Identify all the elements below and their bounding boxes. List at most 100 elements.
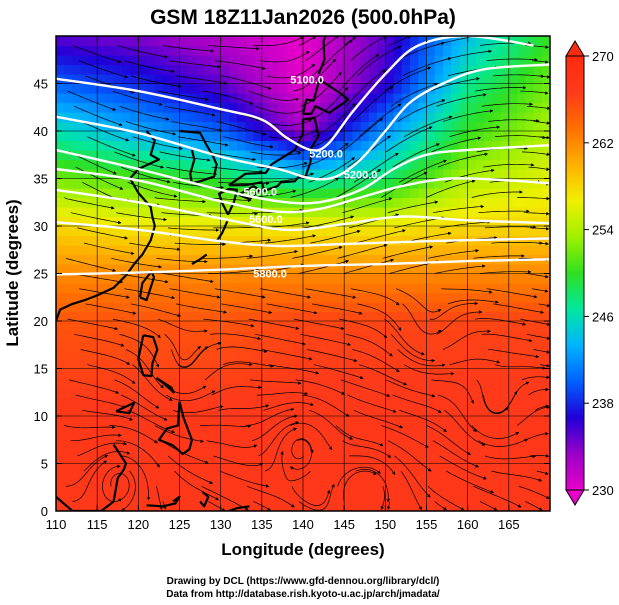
heatmap-cell — [97, 368, 106, 379]
heatmap-cell — [418, 321, 428, 332]
heatmap-cell — [286, 102, 296, 113]
heatmap-cell — [97, 473, 106, 484]
heatmap-cell — [368, 359, 378, 370]
heatmap-cell — [286, 425, 296, 436]
heatmap-cell — [121, 102, 131, 113]
heatmap-cell — [195, 501, 205, 511]
heatmap-cell — [253, 349, 263, 360]
heatmap-cell — [195, 226, 205, 237]
heatmap-cell — [319, 178, 329, 189]
heatmap-cell — [72, 93, 82, 104]
heatmap-cell — [393, 264, 403, 275]
heatmap-cell — [261, 55, 271, 66]
streamline — [245, 407, 295, 426]
heatmap-cell — [146, 140, 156, 151]
heatmap-cell — [533, 292, 543, 303]
streamline — [399, 159, 447, 183]
heatmap-cell — [352, 501, 362, 511]
streamline — [358, 364, 408, 386]
streamline — [83, 451, 131, 472]
heatmap-cell — [344, 292, 353, 303]
heatmap-cell — [72, 368, 82, 379]
heatmap-cell — [303, 349, 312, 360]
heatmap-cell — [360, 102, 370, 113]
heatmap-cell — [228, 397, 238, 408]
heatmap-cell — [88, 55, 98, 66]
heatmap-cell — [467, 45, 477, 56]
heatmap-cell — [270, 463, 279, 474]
heatmap-cell — [270, 64, 279, 75]
heatmap-cell — [311, 397, 321, 408]
heatmap-cell — [187, 482, 197, 493]
heatmap-cell — [237, 197, 246, 208]
heatmap-cell — [418, 273, 428, 284]
heatmap-cell — [253, 425, 263, 436]
coastline — [238, 185, 261, 201]
heatmap-cell — [171, 283, 181, 294]
heatmap-cell — [228, 473, 238, 484]
streamline — [335, 425, 384, 447]
heatmap-cell — [80, 64, 90, 75]
heatmap-cell — [195, 273, 205, 284]
heatmap-cell — [368, 45, 378, 56]
heatmap-cell — [393, 188, 403, 199]
heatmap-cell — [88, 397, 98, 408]
heatmap-cell — [492, 397, 502, 408]
heatmap-cell — [212, 283, 222, 294]
heatmap-cell — [319, 254, 329, 265]
heatmap-cell — [113, 93, 123, 104]
heatmap-cell — [385, 444, 395, 455]
heatmap-cell — [418, 197, 428, 208]
heatmap-cell — [171, 197, 181, 208]
heatmap-cell — [97, 83, 106, 94]
heatmap-cell — [484, 311, 493, 322]
heatmap-cell — [368, 321, 378, 332]
heatmap-cell — [204, 302, 214, 313]
heatmap-cell — [261, 311, 271, 322]
heatmap-cell — [253, 131, 263, 142]
heatmap-cell — [130, 254, 139, 265]
heatmap-cell — [64, 283, 74, 294]
heatmap-cell — [270, 359, 279, 370]
heatmap-cell — [360, 311, 370, 322]
heatmap-cell — [64, 435, 74, 446]
heatmap-cell — [434, 463, 444, 474]
heatmap-cell — [245, 435, 255, 446]
heatmap-cell — [385, 273, 395, 284]
x-tick-label: 140 — [292, 517, 314, 532]
heatmap-cell — [121, 273, 131, 284]
heatmap-cell — [500, 349, 510, 360]
heatmap-cell — [525, 406, 535, 417]
heatmap-cell — [154, 463, 164, 474]
heatmap-cell — [303, 245, 312, 256]
heatmap-cell — [138, 482, 148, 493]
colorbar-tick-label: 230 — [592, 483, 614, 498]
heatmap-cell — [401, 235, 411, 246]
heatmap-cell — [113, 121, 123, 132]
heatmap-cell — [344, 226, 353, 237]
heatmap-cell — [393, 359, 403, 370]
heatmap-cell — [212, 425, 222, 436]
heatmap-cell — [426, 444, 436, 455]
heatmap-cell — [121, 93, 131, 104]
heatmap-cell — [352, 45, 362, 56]
heatmap-cell — [228, 501, 238, 511]
streamline — [439, 220, 491, 229]
streamline — [381, 171, 428, 198]
heatmap-cell — [171, 55, 181, 66]
heatmap-cell — [97, 131, 106, 142]
heatmap-cell — [434, 482, 444, 493]
heatmap-cell — [97, 121, 106, 132]
heatmap-cell — [467, 226, 477, 237]
heatmap-cell — [212, 406, 222, 417]
heatmap-cell — [352, 359, 362, 370]
streamline — [387, 440, 432, 472]
heatmap-cell — [492, 64, 502, 75]
heatmap-cell — [508, 226, 518, 237]
heatmap-cell — [484, 397, 493, 408]
heatmap-cell — [97, 378, 106, 389]
heatmap-cell — [154, 93, 164, 104]
streamline — [471, 425, 520, 439]
heatmap-cell — [426, 64, 436, 75]
streamline — [87, 136, 136, 157]
